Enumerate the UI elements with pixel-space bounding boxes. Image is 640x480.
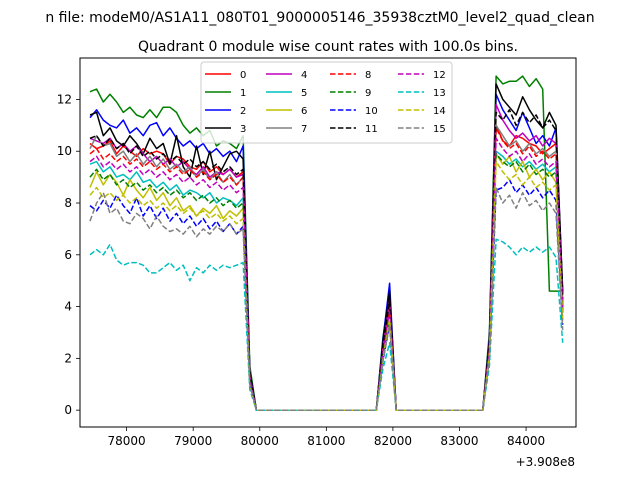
legend-label-3: 3 (240, 124, 246, 135)
legend-label-15: 15 (433, 124, 446, 135)
series-lines (89, 75, 564, 411)
y-tick-label: 2 (64, 351, 72, 365)
x-tick-label: 82000 (374, 434, 412, 448)
legend-label-1: 1 (240, 88, 246, 99)
x-axis: 78000 79000 80000 81000 82000 83000 84000 (108, 427, 545, 448)
legend-label-14: 14 (433, 106, 446, 117)
figure-suptitle: n file: modeM0/AS1A11_080T01_9000005146_… (45, 10, 594, 26)
y-tick-label: 10 (57, 144, 72, 158)
legend-label-12: 12 (433, 70, 446, 81)
x-tick-label: 83000 (440, 434, 478, 448)
legend-label-4: 4 (301, 70, 307, 81)
y-axis: 0 2 4 6 8 10 12 (57, 92, 80, 417)
legend-label-0: 0 (240, 70, 246, 81)
chart-title: Quadrant 0 module wise count rates with … (138, 39, 518, 55)
legend-label-2: 2 (240, 106, 246, 117)
x-tick-label: 79000 (174, 434, 212, 448)
x-tick-label: 81000 (307, 434, 345, 448)
series-line-14 (89, 160, 564, 411)
x-tick-label: 80000 (241, 434, 279, 448)
y-tick-label: 4 (64, 300, 72, 314)
y-tick-label: 8 (64, 196, 72, 210)
y-tick-label: 12 (57, 92, 72, 106)
y-tick-label: 6 (64, 248, 72, 262)
legend-label-11: 11 (365, 124, 378, 135)
legend-label-6: 6 (301, 106, 307, 117)
y-tick-label: 0 (64, 403, 72, 417)
legend-frame (200, 61, 453, 144)
legend-label-5: 5 (301, 88, 307, 99)
legend-label-8: 8 (365, 70, 371, 81)
legend-label-13: 13 (433, 88, 446, 99)
series-line-15 (89, 186, 564, 411)
legend-label-7: 7 (301, 124, 307, 135)
x-tick-label: 84000 (507, 434, 545, 448)
axes-frame (79, 57, 577, 428)
legend-label-10: 10 (365, 106, 378, 117)
x-tick-label: 78000 (108, 434, 146, 448)
x-offset-label: +3.908e8 (516, 455, 575, 469)
legend-label-9: 9 (365, 88, 371, 99)
